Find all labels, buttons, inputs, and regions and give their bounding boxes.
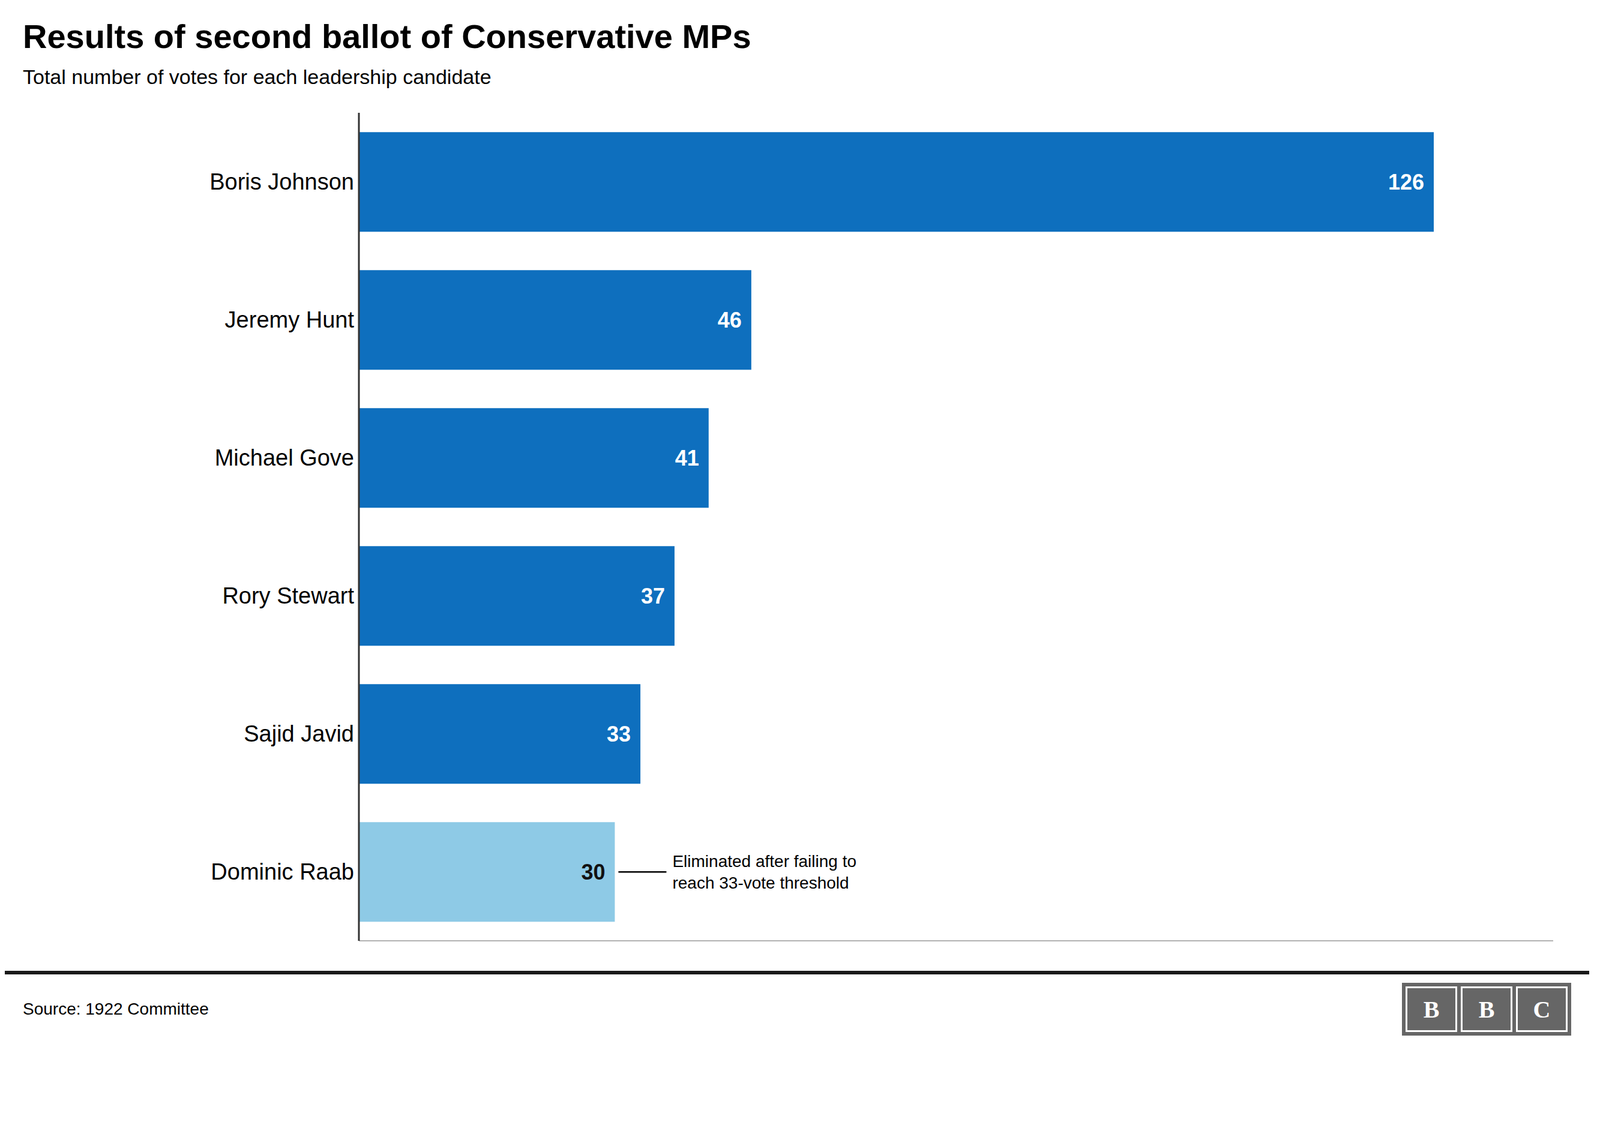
svg-text:126: 126 [1388, 169, 1425, 195]
svg-text:Eliminated after failing torea: Eliminated after failing toreach 33-vote… [672, 852, 857, 893]
svg-text:30: 30 [580, 860, 605, 885]
html-text:Results of second ballot of Co: Results of second ballot of Conservative… [22, 17, 752, 56]
svg-text:Sajid Javid: Sajid Javid [243, 721, 355, 747]
svg-text:Boris Johnson: Boris Johnson [209, 169, 355, 195]
html-text:C: C [1533, 995, 1551, 1023]
svg-text:41: 41 [675, 445, 700, 471]
html-text:Total number of votes for each: Total number of votes for each leadershi… [22, 65, 492, 89]
html-text:B: B [1478, 995, 1495, 1023]
svg-text:Rory Stewart: Rory Stewart [222, 583, 355, 609]
svg-text:Dominic Raab: Dominic Raab [210, 859, 355, 885]
html-text:Source: 1922 Committee: Source: 1922 Committee [22, 999, 209, 1019]
html-text:B: B [1423, 995, 1440, 1023]
svg-text:33: 33 [606, 721, 631, 747]
svg-text:Jeremy Hunt: Jeremy Hunt [225, 307, 355, 333]
svg-text:37: 37 [640, 583, 665, 609]
svg-text:Michael Gove: Michael Gove [214, 445, 355, 471]
svg-text:46: 46 [717, 307, 742, 333]
